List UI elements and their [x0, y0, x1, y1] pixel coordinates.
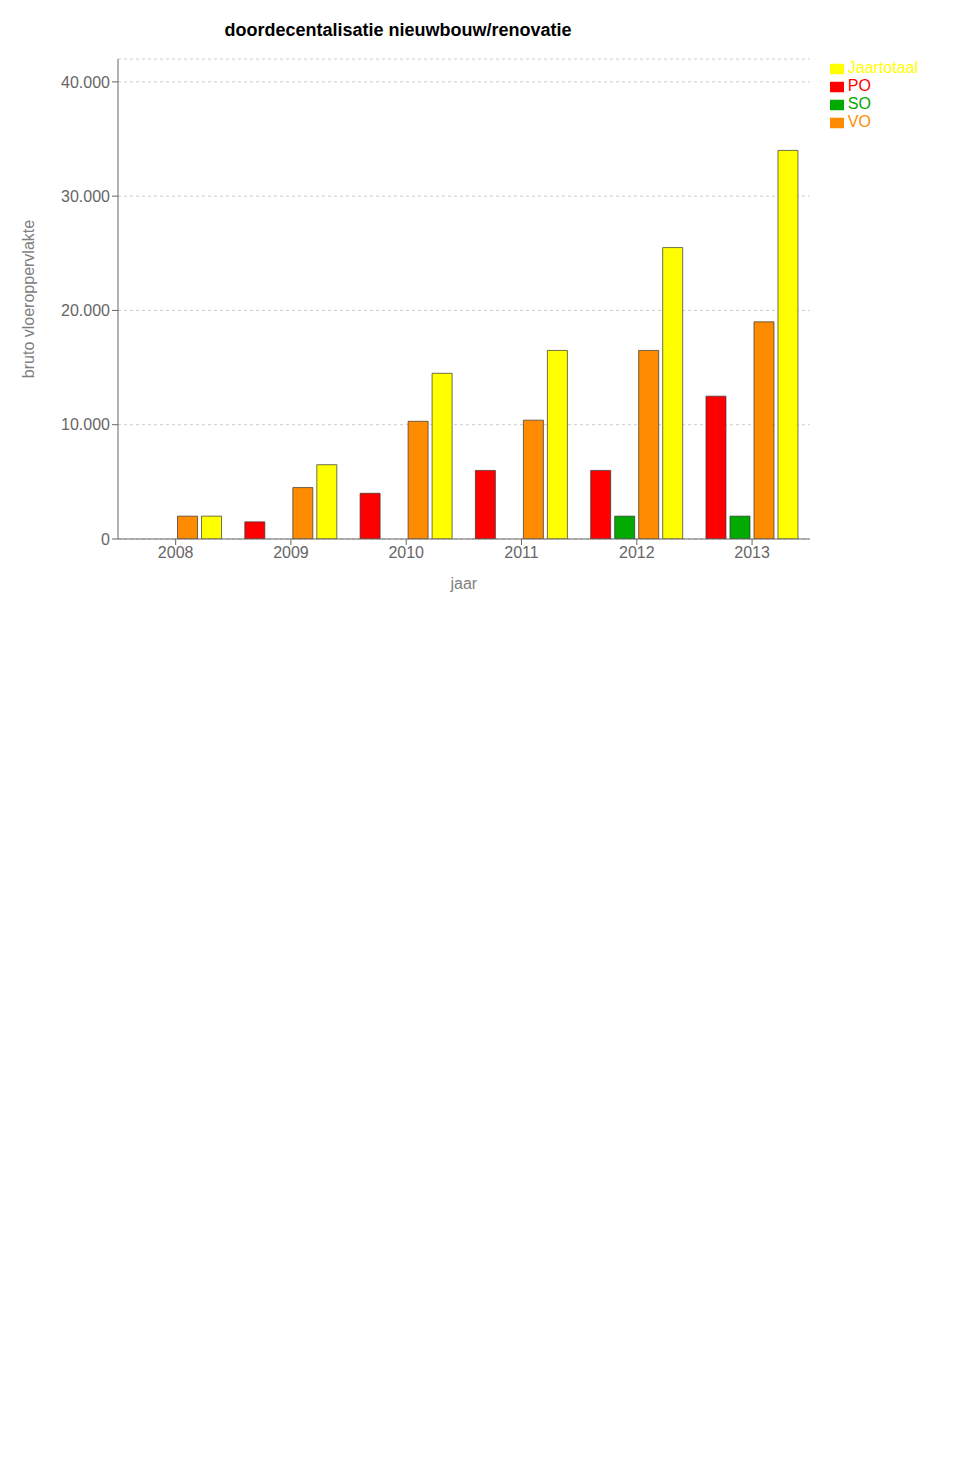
svg-text:2012: 2012: [619, 544, 655, 561]
svg-text:bruto vloeroppervlakte: bruto vloeroppervlakte: [20, 220, 37, 378]
svg-text:jaar: jaar: [450, 575, 478, 592]
svg-text:2011: 2011: [504, 544, 539, 561]
svg-text:2008: 2008: [158, 544, 194, 561]
svg-text:30.000: 30.000: [61, 188, 110, 205]
html-text:Jaartotaal: Jaartotaal: [847, 59, 918, 76]
html-text:VO: VO: [847, 113, 871, 130]
svg-text:40.000: 40.000: [61, 74, 110, 91]
svg-text:0: 0: [101, 531, 110, 548]
html-text:doordecentalisatie nieuwbouw/r: doordecentalisatie nieuwbouw/renovatie: [224, 20, 572, 40]
html-text:PO: PO: [847, 77, 871, 94]
svg-text:20.000: 20.000: [61, 302, 110, 319]
html-text:SO: SO: [847, 95, 871, 112]
svg-text:2010: 2010: [388, 544, 424, 561]
svg-text:2013: 2013: [734, 544, 770, 561]
svg-text:10.000: 10.000: [61, 416, 110, 433]
svg-text:2009: 2009: [273, 544, 309, 561]
